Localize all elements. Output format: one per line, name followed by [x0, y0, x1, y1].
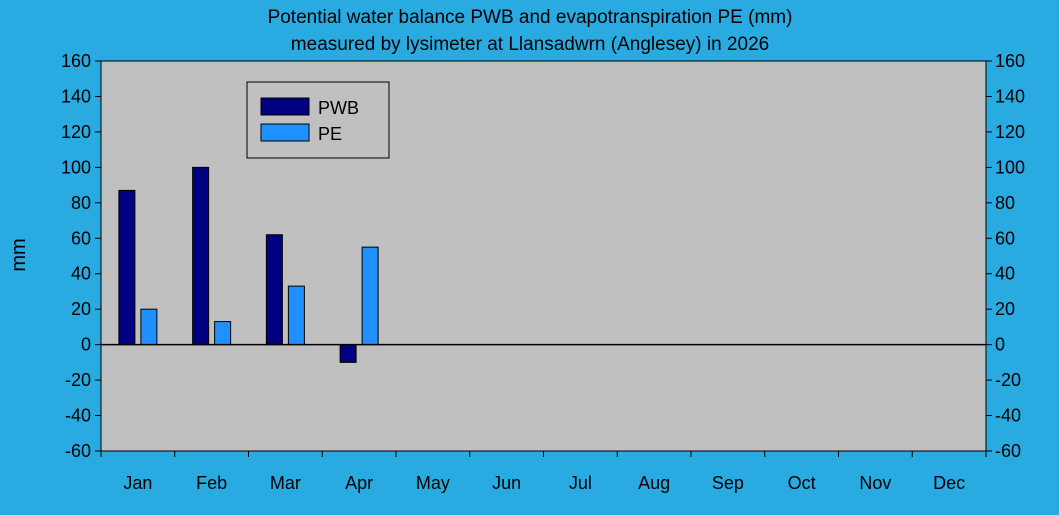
left-y-tick-label: 80 — [71, 193, 91, 213]
x-tick-label-may: May — [416, 473, 450, 493]
bar-pwb-mar — [265, 234, 283, 346]
x-tick-label-aug: Aug — [638, 473, 670, 493]
right-y-tick-label: 100 — [995, 157, 1025, 177]
right-y-tick-label: 60 — [995, 228, 1015, 248]
left-y-tick-label: 100 — [61, 157, 91, 177]
plot-area — [100, 60, 987, 452]
bar-pe-mar — [287, 285, 305, 346]
x-tick-label-apr: Apr — [345, 473, 373, 493]
bar-pe-apr — [361, 246, 379, 346]
right-y-tick-label: -40 — [995, 406, 1021, 426]
chart-title-line-1: Potential water balance PWB and evapotra… — [268, 7, 793, 28]
left-y-tick-label: 120 — [61, 122, 91, 142]
left-y-tick-label: 60 — [71, 228, 91, 248]
legend-box — [246, 81, 390, 159]
legend-swatch-pwb — [260, 97, 310, 116]
y-axis-label: mm — [8, 238, 30, 271]
chart-title-line-2: measured by lysimeter at Llansadwrn (Ang… — [291, 34, 769, 55]
bar-pe-feb — [214, 321, 232, 346]
right-y-tick-label: 160 — [995, 51, 1025, 71]
bar-pwb-feb — [192, 166, 210, 346]
right-y-tick-label: -20 — [995, 370, 1021, 390]
bar-pwb-jan — [118, 189, 136, 346]
right-y-tick-label: 80 — [995, 193, 1015, 213]
x-tick-label-jun: Jun — [492, 473, 521, 493]
right-y-tick-label: 120 — [995, 122, 1025, 142]
left-y-tick-label: -60 — [65, 441, 91, 461]
x-tick-label-jul: Jul — [569, 473, 592, 493]
bar-pwb-apr — [339, 344, 357, 363]
right-y-tick-label: 20 — [995, 299, 1015, 319]
x-tick-label-jan: Jan — [123, 473, 152, 493]
left-y-tick-label: 0 — [81, 335, 91, 355]
x-axis: Jan Feb Mar Apr May Jun Jul Aug Sep Oct Nov Dec — [100, 451, 987, 493]
x-tick-label-oct: Oct — [788, 473, 816, 493]
left-y-tick-label: 140 — [61, 86, 91, 106]
right-y-axis: -60 -40 -20 0 20 40 60 80 100 120 140 160 — [986, 51, 1025, 461]
right-y-tick-label: 40 — [995, 264, 1015, 284]
x-tick-label-nov: Nov — [859, 473, 891, 493]
legend: PWB PE — [246, 81, 390, 159]
x-tick-label-sep: Sep — [712, 473, 744, 493]
right-y-tick-label: 0 — [995, 335, 1005, 355]
x-tick-label-feb: Feb — [196, 473, 227, 493]
legend-label-pwb: PWB — [318, 98, 359, 118]
x-tick-label-mar: Mar — [270, 473, 301, 493]
right-y-tick-label: 140 — [995, 86, 1025, 106]
legend-label-pe: PE — [318, 124, 342, 144]
left-y-tick-label: 40 — [71, 264, 91, 284]
left-y-tick-label: -40 — [65, 406, 91, 426]
left-y-tick-label: 160 — [61, 51, 91, 71]
x-tick-label-dec: Dec — [933, 473, 965, 493]
left-y-tick-label: 20 — [71, 299, 91, 319]
legend-swatch-pe — [260, 123, 310, 142]
bar-pe-jan — [140, 308, 158, 346]
left-y-axis: -60 -40 -20 0 20 40 60 80 100 120 140 160 — [61, 51, 101, 461]
left-y-tick-label: -20 — [65, 370, 91, 390]
right-y-tick-label: -60 — [995, 441, 1021, 461]
